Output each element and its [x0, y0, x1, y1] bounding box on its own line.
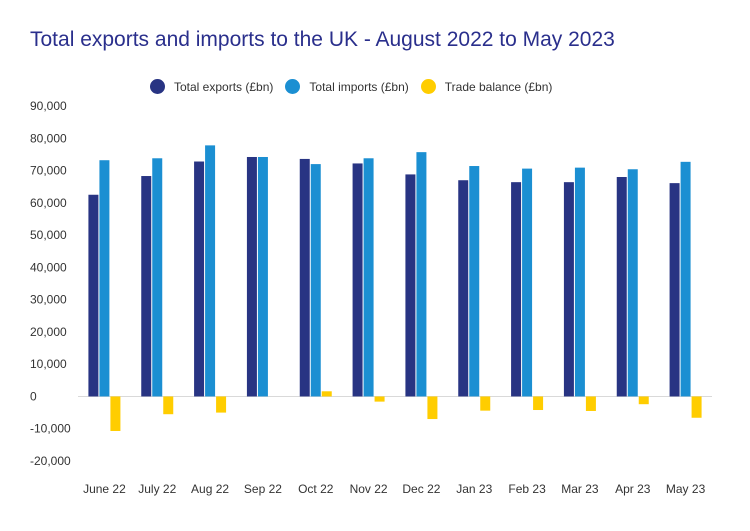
x-tick-label: Dec 22: [402, 482, 440, 496]
bar-exports: [352, 163, 363, 397]
legend-item-imports: Total imports (£bn): [285, 79, 409, 94]
bar-exports: [405, 174, 416, 397]
legend-swatch-exports: [150, 79, 165, 94]
bar-balance: [216, 396, 227, 413]
bar-imports: [363, 158, 374, 397]
legend-label-exports: Total exports (£bn): [174, 79, 274, 94]
bar-imports: [152, 158, 163, 397]
bar-balance: [427, 396, 438, 420]
bar-exports: [194, 161, 205, 397]
bar-imports: [522, 168, 533, 397]
bar-balance: [638, 396, 649, 405]
bar-imports: [469, 166, 480, 397]
bar-imports: [416, 152, 427, 397]
y-tick-label: -10,000: [30, 422, 71, 436]
x-tick-label: Mar 23: [561, 482, 599, 496]
x-tick-label: July 22: [138, 482, 176, 496]
legend-swatch-balance: [420, 79, 436, 94]
legend-label-balance: Trade balance (£bn): [444, 79, 553, 94]
x-tick-label: Jan 23: [456, 482, 492, 496]
x-tick-label: Feb 23: [508, 482, 546, 496]
bar-balance: [691, 396, 702, 418]
bar-exports: [246, 156, 257, 397]
y-tick-label: 80,000: [30, 131, 67, 145]
bar-balance: [480, 396, 491, 411]
x-tick-label: May 23: [666, 482, 706, 496]
bar-exports: [299, 158, 310, 397]
bar-imports: [627, 169, 638, 397]
legend-item-balance: Trade balance (£bn): [420, 79, 553, 94]
bar-balance: [110, 396, 121, 431]
x-tick-label: Aug 22: [191, 482, 229, 496]
legend: Total exports (£bn) Total imports (£bn) …: [150, 79, 564, 94]
y-tick-label: 30,000: [30, 293, 67, 307]
bar-imports: [257, 156, 268, 397]
bar-imports: [574, 167, 585, 397]
y-tick-label: 40,000: [30, 260, 67, 274]
legend-swatch-imports: [285, 79, 301, 94]
bar-imports: [205, 145, 216, 397]
y-tick-label: 50,000: [30, 228, 67, 242]
y-tick-label: 90,000: [30, 99, 67, 113]
y-tick-label: 70,000: [30, 164, 67, 178]
y-tick-label: 10,000: [30, 357, 67, 371]
bar-imports: [99, 160, 110, 397]
bar-balance: [533, 396, 544, 411]
x-tick-label: June 22: [83, 482, 126, 496]
bar-exports: [141, 176, 152, 397]
bar-exports: [458, 180, 469, 397]
bar-exports: [88, 194, 99, 397]
bar-balance: [585, 396, 596, 411]
y-tick-label: 0: [30, 389, 37, 403]
bar-imports: [310, 164, 321, 397]
x-tick-label: Oct 22: [298, 482, 334, 496]
y-tick-label: 60,000: [30, 196, 67, 210]
bar-balance: [163, 396, 174, 415]
bar-imports: [680, 161, 691, 397]
chart-title: Total exports and imports to the UK - Au…: [30, 28, 615, 51]
x-tick-label: Sep 22: [244, 482, 282, 496]
y-tick-label: -20,000: [30, 454, 71, 468]
x-tick-label: Apr 23: [615, 482, 651, 496]
y-tick-label: 20,000: [30, 325, 67, 339]
bar-exports: [616, 177, 627, 397]
legend-item-exports: Total exports (£bn): [150, 79, 273, 94]
bar-exports: [669, 183, 680, 397]
bar-balance: [321, 391, 332, 397]
bar-balance: [374, 396, 385, 402]
bar-exports: [563, 182, 574, 397]
bar-exports: [511, 182, 522, 397]
legend-label-imports: Total imports (£bn): [309, 79, 409, 94]
x-tick-label: Nov 22: [350, 482, 388, 496]
